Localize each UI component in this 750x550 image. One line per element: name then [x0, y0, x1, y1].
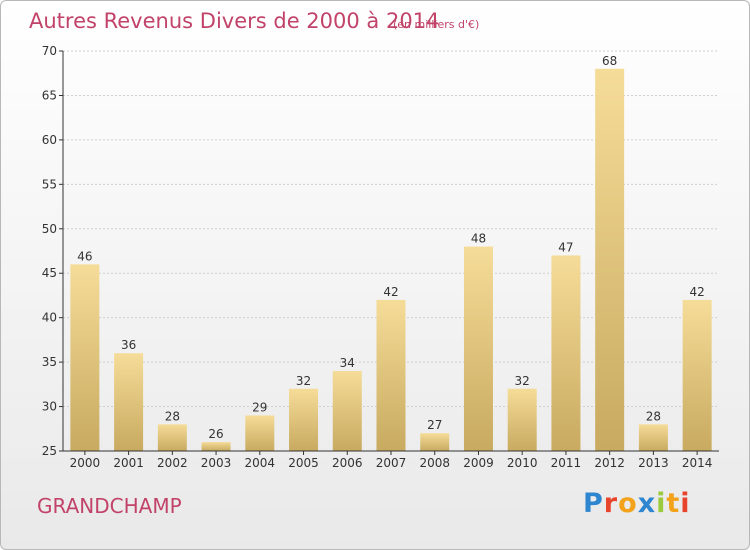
bars: 46 36 28 26 29 32 34 42 27 48 32 47 68 28 42	[70, 54, 712, 452]
logo-letter: r	[603, 488, 619, 519]
bar-value-label: 36	[121, 338, 136, 352]
bar	[201, 442, 231, 451]
bar	[638, 424, 668, 451]
logo-letter: x	[637, 488, 657, 519]
logo-letter: P	[583, 488, 604, 519]
bar-value-label: 68	[602, 54, 617, 68]
y-tick-label: 60	[42, 133, 57, 147]
x-tick-label: 2010	[507, 456, 538, 470]
bar-value-label: 32	[296, 374, 311, 388]
y-tick-label: 65	[42, 88, 57, 102]
x-tick-label: 2001	[113, 456, 144, 470]
x-tick-label: 2007	[376, 456, 407, 470]
x-tick-label: 2009	[463, 456, 494, 470]
bar-value-label: 42	[689, 285, 704, 299]
x-tick-label: 2014	[682, 456, 713, 470]
bar	[463, 246, 493, 451]
x-tick-label: 2002	[157, 456, 188, 470]
bar	[157, 424, 187, 451]
axes: 25 30 35 40 45 50 55 60 65 70 2000 2001 2002 2003 2004…	[42, 44, 719, 470]
bar-value-label: 48	[471, 232, 486, 246]
chart-subtitle: (en milliers d'€)	[393, 18, 480, 31]
bar	[114, 353, 144, 451]
proxiti-logo: Proxiti	[583, 488, 691, 519]
bar	[289, 388, 319, 451]
bar	[70, 264, 100, 451]
bar-value-label: 47	[558, 240, 573, 254]
x-tick-label: 2012	[594, 456, 625, 470]
x-tick-label: 2011	[551, 456, 582, 470]
x-tick-label: 2004	[245, 456, 276, 470]
bar-value-label: 46	[77, 249, 92, 263]
y-tick-label: 35	[42, 355, 57, 369]
x-tick-label: 2013	[638, 456, 669, 470]
bar-value-label: 32	[515, 374, 530, 388]
bar	[420, 433, 450, 451]
bar-value-label: 27	[427, 418, 442, 432]
x-tick-label: 2003	[201, 456, 232, 470]
bar	[332, 371, 362, 451]
y-tick-label: 25	[42, 444, 57, 458]
chart-title: Autres Revenus Divers de 2000 à 2014	[29, 9, 440, 33]
bar	[682, 299, 712, 451]
x-tick-label: 2006	[332, 456, 363, 470]
y-tick-label: 30	[42, 400, 57, 414]
logo-letter: i	[656, 488, 667, 519]
bar-value-label: 28	[165, 409, 180, 423]
bar-value-label: 34	[340, 356, 355, 370]
y-tick-label: 55	[42, 177, 57, 191]
bar-value-label: 28	[646, 409, 661, 423]
y-tick-label: 40	[42, 311, 57, 325]
x-tick-label: 2005	[288, 456, 319, 470]
bar-value-label: 29	[252, 400, 267, 414]
bar	[595, 68, 625, 452]
y-tick-label: 45	[42, 266, 57, 280]
bar-value-label: 26	[208, 427, 223, 441]
logo-letter: o	[618, 488, 638, 519]
y-tick-label: 50	[42, 222, 57, 236]
y-tick-label: 70	[42, 44, 57, 58]
bar	[507, 388, 537, 451]
x-tick-label: 2008	[419, 456, 450, 470]
x-tick-label: 2000	[70, 456, 101, 470]
logo-letter: t	[666, 488, 681, 519]
bar	[245, 415, 275, 451]
place-name: GRANDCHAMP	[37, 494, 182, 518]
logo-letter: i	[680, 488, 691, 519]
bar	[551, 255, 581, 451]
bar	[376, 299, 406, 451]
bar-value-label: 42	[383, 285, 398, 299]
